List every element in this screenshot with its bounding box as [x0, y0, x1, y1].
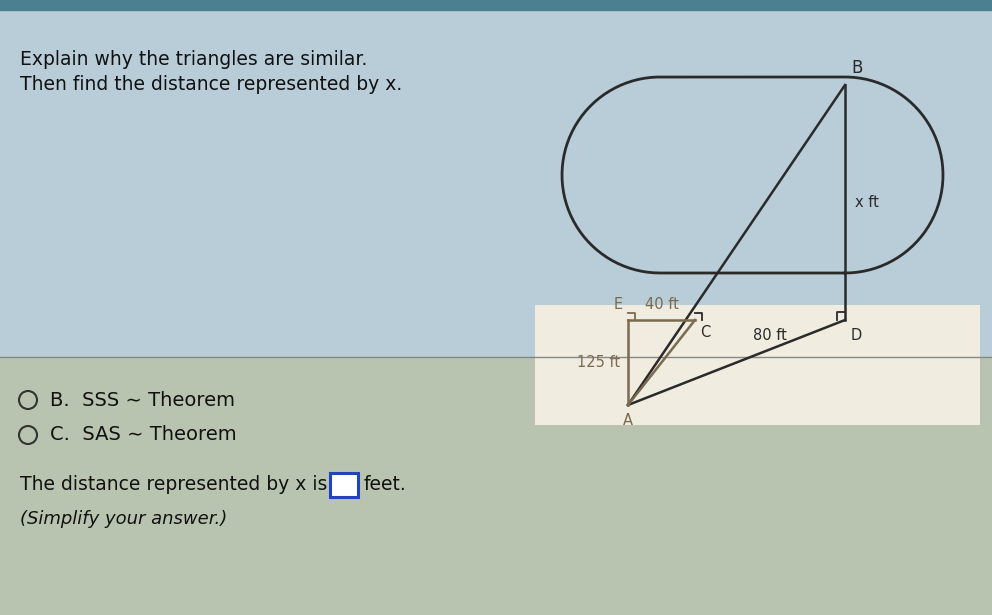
Text: Explain why the triangles are similar.: Explain why the triangles are similar.: [20, 50, 367, 69]
Text: 80 ft: 80 ft: [753, 328, 787, 343]
Text: (Simplify your answer.): (Simplify your answer.): [20, 510, 227, 528]
Text: C.  SAS ∼ Theorem: C. SAS ∼ Theorem: [50, 426, 237, 445]
Text: The distance represented by x is: The distance represented by x is: [20, 475, 327, 494]
Text: 40 ft: 40 ft: [645, 297, 679, 312]
Text: C: C: [700, 325, 710, 340]
Text: feet.: feet.: [364, 475, 407, 494]
Text: 125 ft: 125 ft: [577, 355, 620, 370]
Text: B.  SSS ∼ Theorem: B. SSS ∼ Theorem: [50, 391, 235, 410]
Text: E: E: [614, 297, 623, 312]
Polygon shape: [535, 305, 980, 425]
Text: Then find the distance represented by x.: Then find the distance represented by x.: [20, 75, 402, 94]
Text: D: D: [851, 328, 862, 343]
Text: B: B: [851, 59, 862, 77]
Text: A: A: [623, 413, 633, 428]
Text: x ft: x ft: [855, 195, 879, 210]
Bar: [330, 473, 358, 497]
